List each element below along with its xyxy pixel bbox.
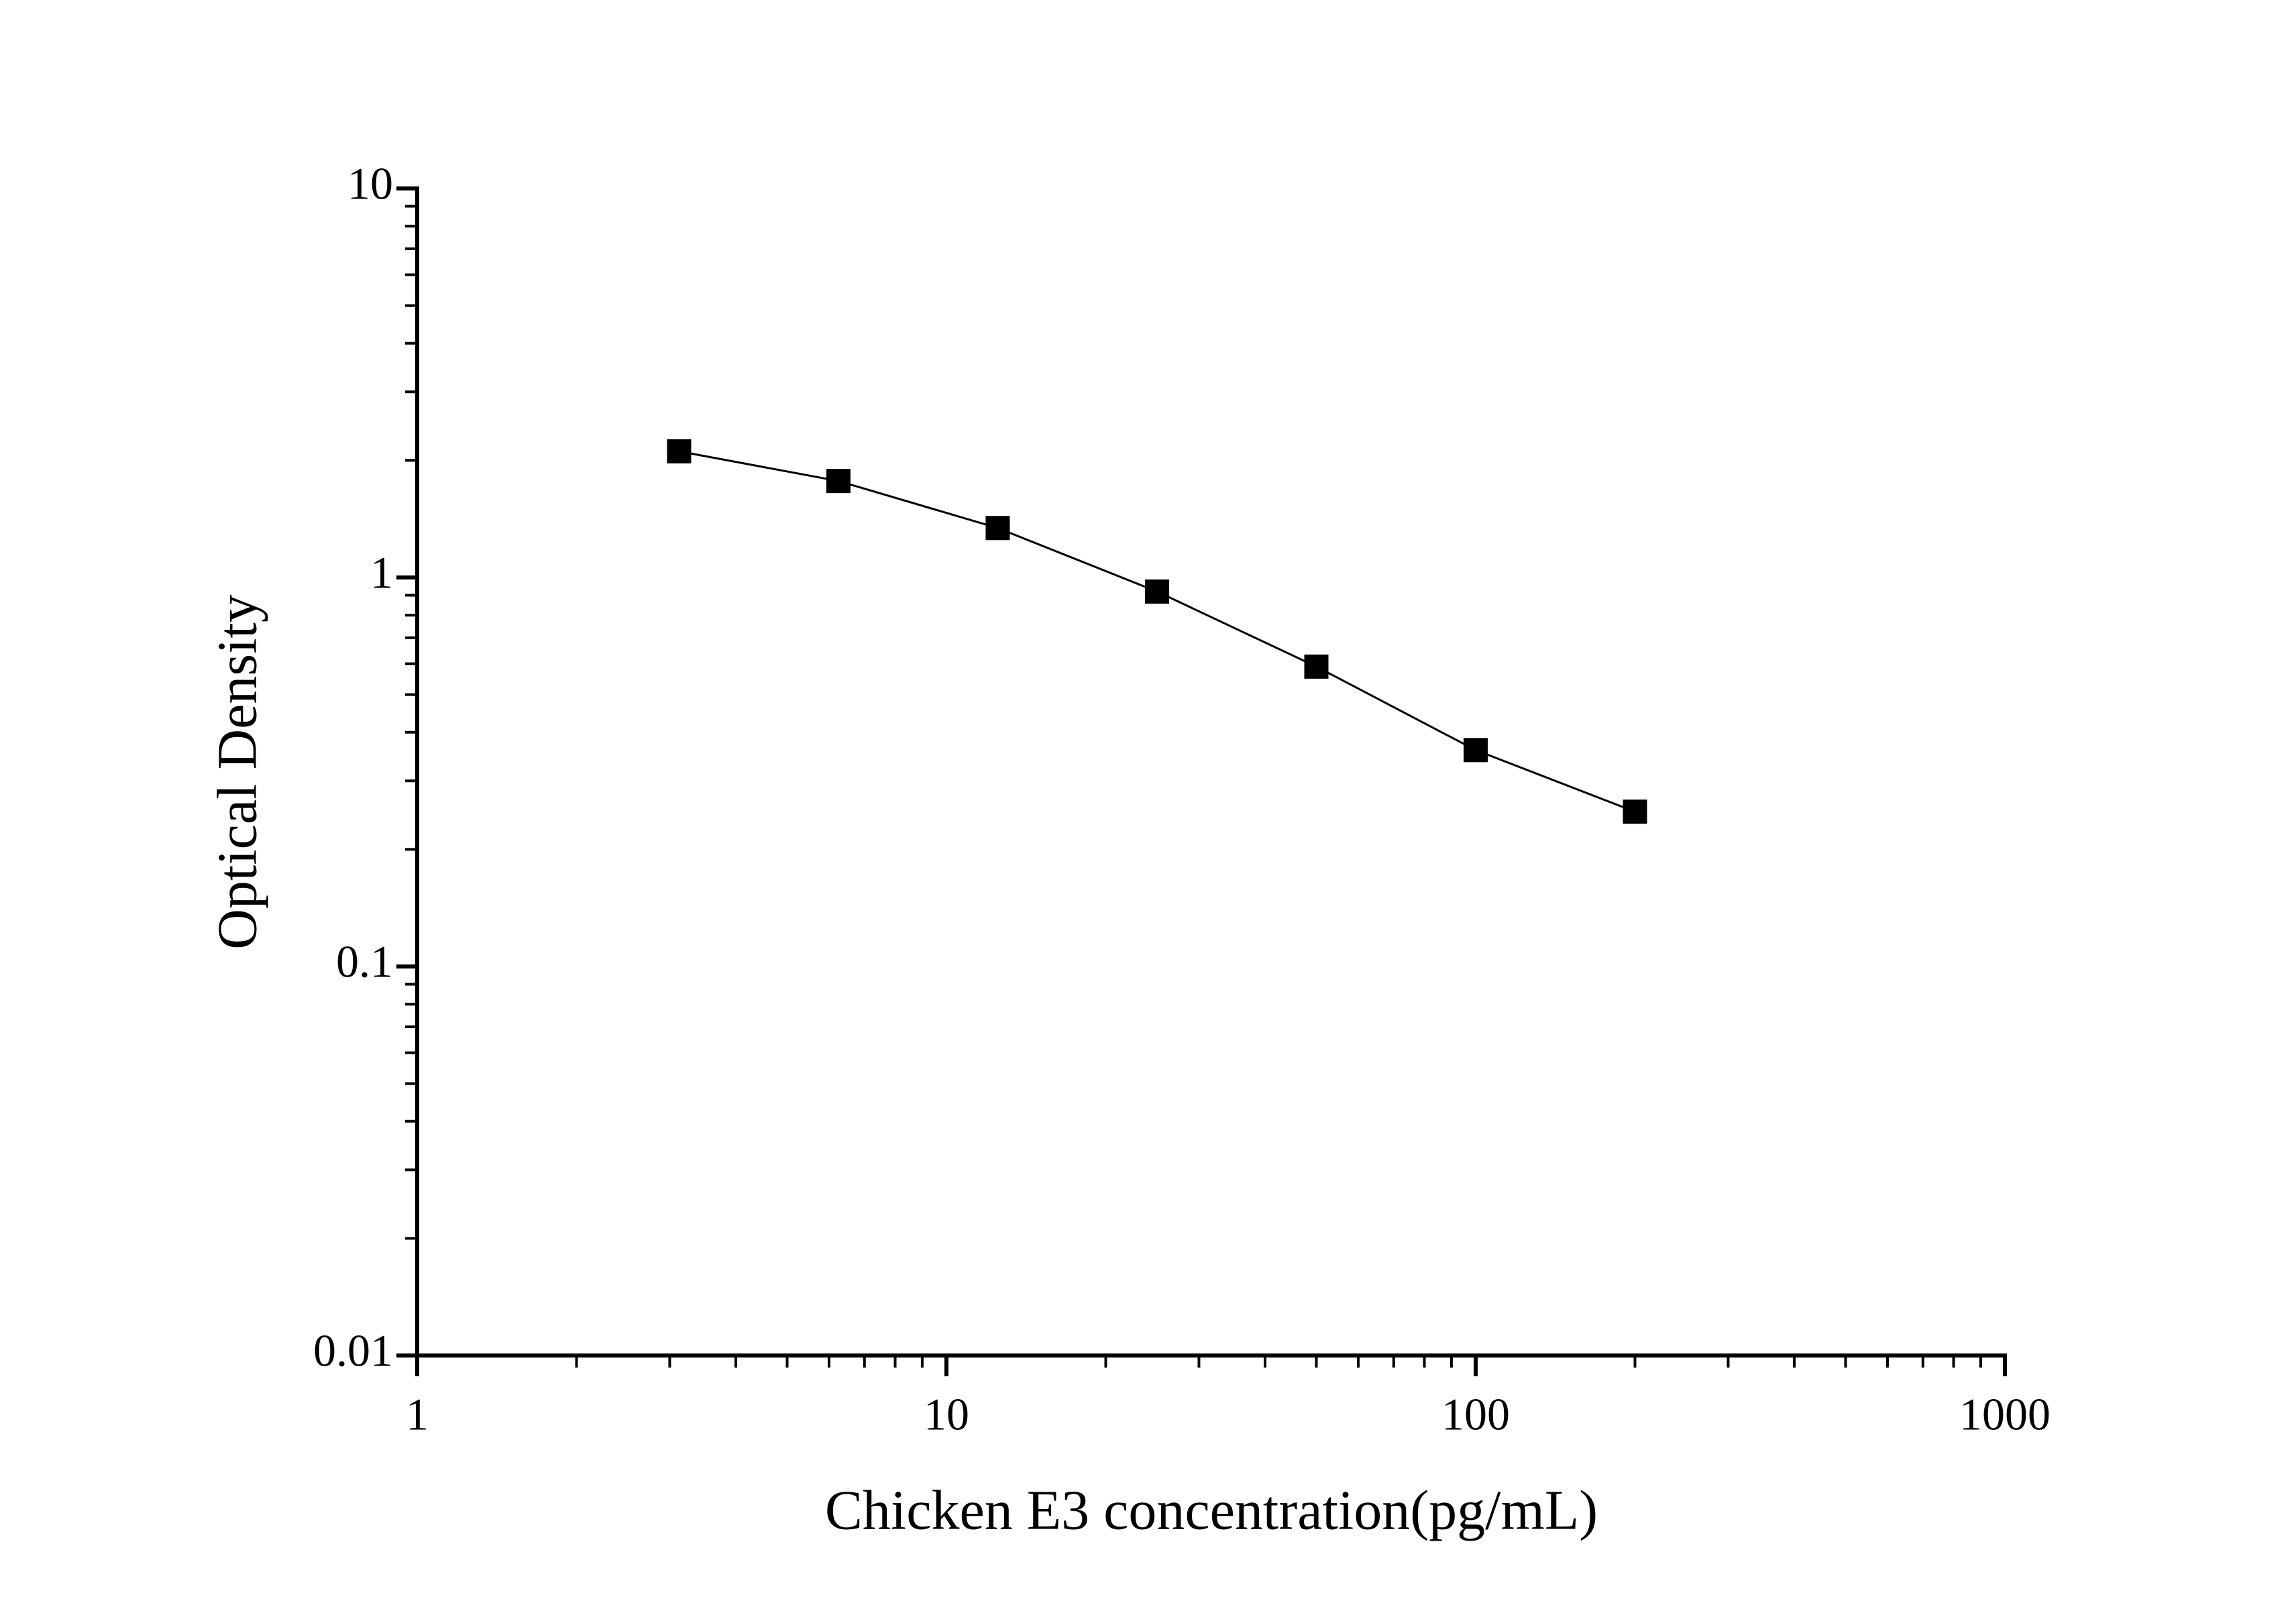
y-axis-title: Optical Density (206, 594, 268, 950)
x-tick-label: 1000 (1959, 1389, 2051, 1440)
y-tick-label: 1 (370, 547, 393, 598)
x-tick-label: 10 (924, 1389, 969, 1440)
data-point (1144, 579, 1169, 604)
x-tick-label: 1 (406, 1389, 429, 1440)
data-point (985, 516, 1010, 541)
y-tick-label: 0.1 (336, 936, 393, 987)
data-point (1304, 654, 1329, 679)
data-point (1464, 738, 1488, 763)
x-tick-label: 100 (1441, 1389, 1510, 1440)
data-point (1623, 799, 1647, 824)
data-point (667, 439, 692, 463)
y-tick-label: 10 (347, 158, 393, 209)
x-axis-title: Chicken E3 concentration(pg/mL) (825, 1479, 1598, 1541)
data-point (826, 469, 851, 494)
y-tick-label: 0.01 (313, 1325, 393, 1376)
